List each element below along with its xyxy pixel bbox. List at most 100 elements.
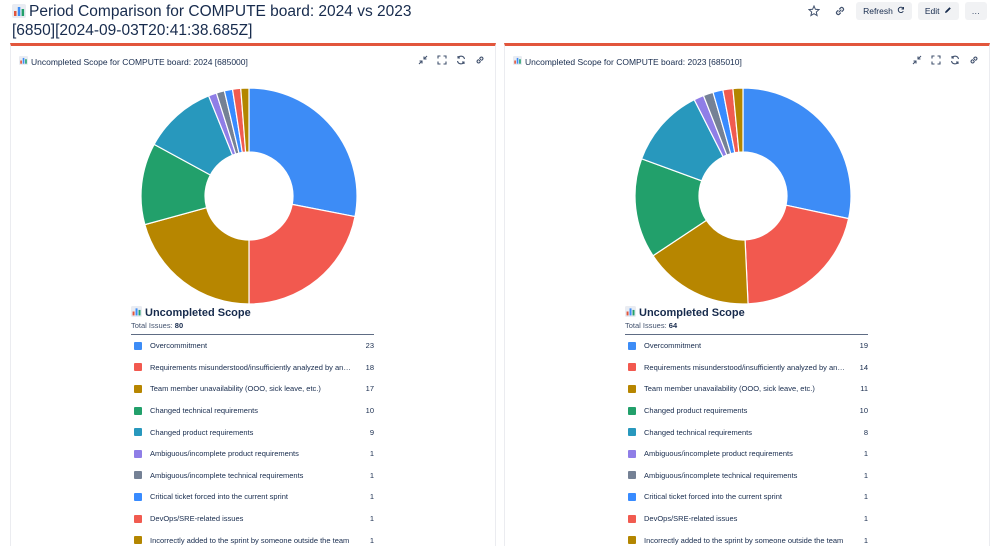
pie-slice[interactable] bbox=[144, 206, 250, 305]
more-button[interactable]: … bbox=[964, 2, 987, 20]
legend-item[interactable]: Incorrectly added to the sprint by someo… bbox=[131, 529, 374, 551]
legend-item[interactable]: Team member unavailability (OOO, sick le… bbox=[625, 378, 868, 400]
legend-item[interactable]: Ambiguous/incomplete technical requireme… bbox=[131, 465, 374, 487]
legend-item[interactable]: Changed product requirements 9 bbox=[131, 421, 374, 443]
collapse-icon[interactable] bbox=[417, 54, 428, 65]
legend-swatch bbox=[134, 514, 142, 523]
refresh-label: Refresh bbox=[863, 6, 893, 16]
bar-chart-icon bbox=[19, 56, 28, 67]
pie-slice[interactable] bbox=[240, 87, 250, 153]
legend-item[interactable]: Ambiguous/incomplete technical requireme… bbox=[625, 465, 868, 487]
legend-item[interactable]: DevOps/SRE-related issues 1 bbox=[131, 508, 374, 530]
legend-item[interactable]: Team member unavailability (OOO, sick le… bbox=[131, 378, 374, 400]
refresh-icon bbox=[897, 6, 905, 16]
pie-slice[interactable] bbox=[248, 87, 358, 218]
legend-swatch bbox=[628, 384, 636, 393]
star-icon[interactable] bbox=[804, 2, 824, 20]
legend-label: Changed technical requirements bbox=[150, 406, 258, 416]
legend-item[interactable]: Incorrectly added to the sprint by someo… bbox=[625, 529, 868, 551]
legend-label: DevOps/SRE-related issues bbox=[150, 514, 244, 524]
legend-swatch bbox=[628, 363, 636, 372]
legend-label: Changed product requirements bbox=[150, 427, 254, 437]
legend-value: 18 bbox=[365, 362, 374, 372]
legend-item[interactable]: Critical ticket forced into the current … bbox=[625, 486, 868, 508]
legend-value: 1 bbox=[863, 470, 868, 480]
fullscreen-icon[interactable] bbox=[436, 54, 447, 65]
legend-value: 10 bbox=[365, 406, 374, 416]
legend-item[interactable]: Overcommitment 19 bbox=[625, 335, 868, 357]
pie-slice[interactable] bbox=[742, 87, 852, 220]
legend-value: 9 bbox=[369, 427, 374, 437]
refresh-button[interactable]: Refresh bbox=[856, 2, 912, 20]
legend-swatch bbox=[628, 514, 636, 523]
legend-value: 1 bbox=[863, 514, 868, 524]
legend-rows: Overcommitment 19 Requirements misundersto… bbox=[625, 335, 868, 551]
legend-swatch bbox=[134, 492, 142, 501]
legend-label: Team member unavailability (OOO, sick le… bbox=[150, 384, 321, 394]
legend-item[interactable]: Ambiguous/incomplete product requirement… bbox=[131, 443, 374, 465]
legend-swatch bbox=[134, 406, 142, 415]
more-label: … bbox=[971, 6, 981, 16]
panel-actions bbox=[417, 54, 485, 65]
legend-swatch bbox=[628, 428, 636, 437]
legend-title-text: Uncompleted Scope bbox=[639, 307, 745, 319]
legend-value: 1 bbox=[863, 449, 868, 459]
legend-label: Requirements misunderstood/insufficientl… bbox=[644, 362, 846, 372]
pie-slice[interactable] bbox=[732, 87, 744, 153]
legend-swatch bbox=[628, 492, 636, 501]
total-label: Total Issues: bbox=[625, 321, 667, 330]
legend-item[interactable]: Ambiguous/incomplete product requirement… bbox=[625, 443, 868, 465]
legend-value: 17 bbox=[365, 384, 374, 394]
collapse-icon[interactable] bbox=[911, 54, 922, 65]
legend-label: Ambiguous/incomplete product requirement… bbox=[644, 449, 793, 459]
donut-chart bbox=[634, 87, 852, 305]
legend-swatch bbox=[628, 406, 636, 415]
legend-label: Critical ticket forced into the current … bbox=[150, 492, 288, 502]
panel-actions bbox=[911, 54, 979, 65]
panel-title: Uncompleted Scope for COMPUTE board: 202… bbox=[31, 56, 248, 67]
pencil-icon bbox=[944, 6, 952, 16]
total-value: 64 bbox=[668, 321, 678, 330]
legend-label: Ambiguous/incomplete technical requireme… bbox=[644, 470, 798, 480]
legend-value: 10 bbox=[859, 406, 868, 416]
legend-item[interactable]: Changed technical requirements 10 bbox=[131, 400, 374, 422]
legend-value: 19 bbox=[859, 341, 868, 351]
legend-item[interactable]: Changed technical requirements 8 bbox=[625, 421, 868, 443]
refresh-icon[interactable] bbox=[949, 54, 960, 65]
legend-item[interactable]: DevOps/SRE-related issues 1 bbox=[625, 508, 868, 530]
toolbar: Refresh Edit … bbox=[804, 2, 987, 20]
legend-swatch bbox=[628, 341, 636, 350]
legend-title: Uncompleted Scope bbox=[131, 306, 374, 320]
legend-label: Team member unavailability (OOO, sick le… bbox=[644, 384, 815, 394]
legend-label: DevOps/SRE-related issues bbox=[644, 514, 738, 524]
legend-item[interactable]: Requirements misunderstood/insufficientl… bbox=[625, 357, 868, 379]
legend-value: 23 bbox=[365, 341, 374, 351]
refresh-icon[interactable] bbox=[455, 54, 466, 65]
bar-chart-icon bbox=[131, 306, 142, 320]
panel-2023: Uncompleted Scope for COMPUTE board: 202… bbox=[504, 43, 990, 546]
total-issues: Total Issues: 64 bbox=[625, 321, 868, 330]
legend-item[interactable]: Requirements misunderstood/insufficientl… bbox=[131, 357, 374, 379]
link-icon[interactable] bbox=[830, 2, 850, 20]
legend: Uncompleted Scope Total Issues: 80 Overc… bbox=[131, 306, 374, 551]
pie-slice[interactable] bbox=[248, 203, 356, 305]
bar-chart-icon bbox=[12, 4, 26, 22]
link-icon[interactable] bbox=[968, 54, 979, 65]
page-title: Period Comparison for COMPUTE board: 202… bbox=[12, 3, 432, 39]
legend-label: Ambiguous/incomplete product requirement… bbox=[150, 449, 299, 459]
legend-label: Critical ticket forced into the current … bbox=[644, 492, 782, 502]
legend-value: 1 bbox=[863, 492, 868, 502]
legend-label: Overcommitment bbox=[150, 341, 208, 351]
legend-item[interactable]: Changed product requirements 10 bbox=[625, 400, 868, 422]
legend-item[interactable]: Critical ticket forced into the current … bbox=[131, 486, 374, 508]
edit-button[interactable]: Edit bbox=[917, 2, 959, 20]
edit-label: Edit bbox=[924, 6, 940, 16]
pie-slice[interactable] bbox=[744, 204, 850, 305]
legend-label: Overcommitment bbox=[644, 341, 702, 351]
legend-divider bbox=[625, 334, 868, 335]
fullscreen-icon[interactable] bbox=[930, 54, 941, 65]
legend-rows: Overcommitment 23 Requirements misundersto… bbox=[131, 335, 374, 551]
link-icon[interactable] bbox=[474, 54, 485, 65]
legend-item[interactable]: Overcommitment 23 bbox=[131, 335, 374, 357]
legend-value: 1 bbox=[863, 535, 868, 545]
